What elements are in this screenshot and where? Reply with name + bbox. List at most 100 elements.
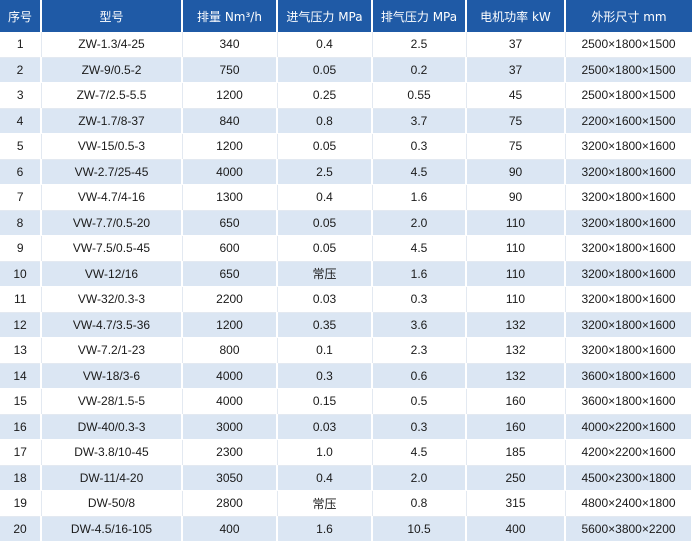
cell-motor-power: 37 [466, 57, 566, 83]
cell-model: DW-50/8 [41, 490, 183, 517]
cell-displacement: 800 [182, 337, 278, 364]
cell-inlet-pressure: 0.4 [277, 32, 373, 58]
cell-outlet-pressure: 0.2 [372, 57, 467, 83]
cell-model: VW-4.7/4-16 [41, 184, 183, 211]
cell-dimensions: 3600×1800×1600 [565, 363, 692, 389]
cell-outlet-pressure: 0.5 [372, 388, 467, 415]
cell-outlet-pressure: 3.6 [372, 312, 467, 338]
cell-index: 13 [0, 337, 42, 364]
cell-motor-power: 315 [466, 490, 566, 517]
cell-outlet-pressure: 0.6 [372, 363, 467, 389]
header-displacement: 排量 Nm³/h [182, 0, 278, 32]
cell-index: 2 [0, 57, 42, 83]
cell-dimensions: 4800×2400×1800 [565, 490, 692, 517]
cell-dimensions: 5600×3800×2200 [565, 516, 692, 542]
cell-inlet-pressure: 0.3 [277, 363, 373, 389]
cell-displacement: 3050 [182, 465, 278, 491]
cell-motor-power: 110 [466, 210, 566, 236]
cell-motor-power: 250 [466, 465, 566, 491]
cell-dimensions: 4500×2300×1800 [565, 465, 692, 491]
cell-inlet-pressure: 0.4 [277, 184, 373, 211]
cell-index: 3 [0, 82, 42, 109]
cell-inlet-pressure: 0.05 [277, 133, 373, 160]
cell-outlet-pressure: 0.3 [372, 414, 467, 440]
cell-displacement: 400 [182, 516, 278, 542]
cell-outlet-pressure: 0.8 [372, 490, 467, 517]
cell-dimensions: 2500×1800×1500 [565, 82, 692, 109]
table-row: 9 VW-7.5/0.5-45 600 0.05 4.5 110 3200×1800×160… [0, 235, 692, 262]
cell-dimensions: 3200×1800×1600 [565, 286, 692, 313]
header-outlet-pressure: 排气压力 MPa [372, 0, 467, 32]
cell-outlet-pressure: 3.7 [372, 108, 467, 134]
header-motor-power: 电机功率 kW [466, 0, 566, 32]
cell-index: 7 [0, 184, 42, 211]
cell-inlet-pressure: 0.03 [277, 414, 373, 440]
cell-displacement: 650 [182, 261, 278, 287]
cell-model: DW-40/0.3-3 [41, 414, 183, 440]
cell-inlet-pressure: 0.4 [277, 465, 373, 491]
cell-dimensions: 4000×2200×1600 [565, 414, 692, 440]
cell-model: VW-18/3-6 [41, 363, 183, 389]
cell-outlet-pressure: 0.3 [372, 133, 467, 160]
cell-index: 20 [0, 516, 42, 542]
cell-inlet-pressure: 1.0 [277, 439, 373, 466]
cell-outlet-pressure: 10.5 [372, 516, 467, 542]
cell-displacement: 340 [182, 32, 278, 58]
cell-model: DW-11/4-20 [41, 465, 183, 491]
cell-dimensions: 3200×1800×1600 [565, 210, 692, 236]
table-row: 11 VW-32/0.3-3 2200 0.03 0.3 110 3200×1800×160… [0, 286, 692, 313]
cell-dimensions: 3200×1800×1600 [565, 184, 692, 211]
cell-displacement: 1200 [182, 133, 278, 160]
cell-model: ZW-1.7/8-37 [41, 108, 183, 134]
cell-motor-power: 132 [466, 337, 566, 364]
table-row: 13 VW-7.2/1-23 800 0.1 2.3 132 3200×1800×1600 [0, 337, 692, 364]
cell-motor-power: 110 [466, 286, 566, 313]
cell-outlet-pressure: 2.3 [372, 337, 467, 364]
cell-inlet-pressure: 0.1 [277, 337, 373, 364]
cell-model: VW-7.2/1-23 [41, 337, 183, 364]
table-row: 7 VW-4.7/4-16 1300 0.4 1.6 90 3200×1800×1600 [0, 184, 692, 211]
cell-motor-power: 75 [466, 108, 566, 134]
cell-motor-power: 132 [466, 363, 566, 389]
cell-motor-power: 45 [466, 82, 566, 109]
table-body: 1 ZW-1.3/4-25 340 0.4 2.5 37 2500×1800×1500 2 ZW… [0, 32, 692, 542]
cell-motor-power: 90 [466, 184, 566, 211]
cell-model: VW-32/0.3-3 [41, 286, 183, 313]
cell-displacement: 600 [182, 235, 278, 262]
cell-outlet-pressure: 2.0 [372, 210, 467, 236]
cell-motor-power: 185 [466, 439, 566, 466]
table-row: 6 VW-2.7/25-45 4000 2.5 4.5 90 3200×1800×1600 [0, 159, 692, 185]
cell-index: 14 [0, 363, 42, 389]
cell-model: ZW-9/0.5-2 [41, 57, 183, 83]
cell-model: VW-7.5/0.5-45 [41, 235, 183, 262]
cell-model: VW-15/0.5-3 [41, 133, 183, 160]
cell-inlet-pressure: 0.8 [277, 108, 373, 134]
cell-inlet-pressure: 0.05 [277, 57, 373, 83]
cell-index: 11 [0, 286, 42, 313]
cell-index: 8 [0, 210, 42, 236]
cell-model: DW-4.5/16-105 [41, 516, 183, 542]
cell-inlet-pressure: 1.6 [277, 516, 373, 542]
cell-index: 1 [0, 32, 42, 58]
cell-inlet-pressure: 常压 [277, 490, 373, 517]
cell-dimensions: 3200×1800×1600 [565, 337, 692, 364]
cell-inlet-pressure: 0.35 [277, 312, 373, 338]
cell-dimensions: 3200×1800×1600 [565, 159, 692, 185]
cell-displacement: 3000 [182, 414, 278, 440]
table-row: 15 VW-28/1.5-5 4000 0.15 0.5 160 3600×1800×160… [0, 388, 692, 415]
cell-displacement: 750 [182, 57, 278, 83]
table-row: 1 ZW-1.3/4-25 340 0.4 2.5 37 2500×1800×1500 [0, 32, 692, 58]
cell-inlet-pressure: 0.25 [277, 82, 373, 109]
cell-displacement: 1200 [182, 312, 278, 338]
cell-outlet-pressure: 1.6 [372, 261, 467, 287]
cell-displacement: 1200 [182, 82, 278, 109]
cell-motor-power: 132 [466, 312, 566, 338]
table-header: 序号 型号 排量 Nm³/h 进气压力 MPa 排气压力 MPa 电机功率 kW… [0, 0, 692, 32]
cell-dimensions: 4200×2200×1600 [565, 439, 692, 466]
cell-model: ZW-7/2.5-5.5 [41, 82, 183, 109]
cell-displacement: 4000 [182, 159, 278, 185]
cell-inlet-pressure: 0.05 [277, 235, 373, 262]
cell-motor-power: 37 [466, 32, 566, 58]
header-index: 序号 [0, 0, 42, 32]
